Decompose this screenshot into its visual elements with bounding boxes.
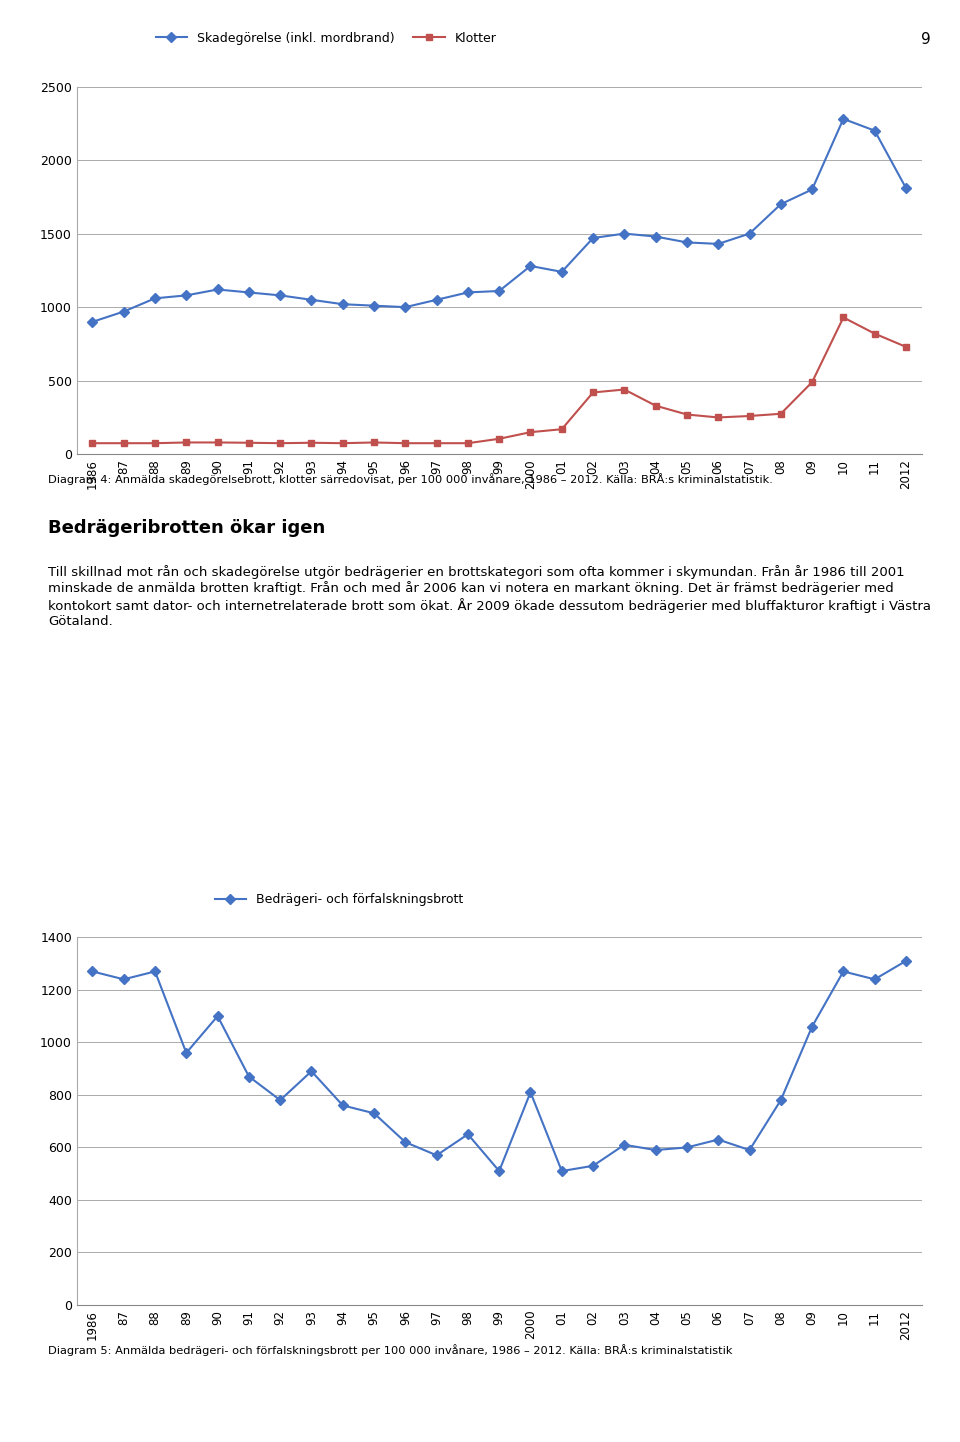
Text: 9: 9 [922,32,931,46]
Legend: Skadegörelse (inkl. mordbrand), Klotter: Skadegörelse (inkl. mordbrand), Klotter [151,26,501,49]
Text: Till skillnad mot rån och skadegörelse utgör bedrägerier en brottskategori som o: Till skillnad mot rån och skadegörelse u… [48,565,931,627]
Text: Diagram 5: Anmälda bedrägeri- och förfalskningsbrott per 100 000 invånare, 1986 : Diagram 5: Anmälda bedrägeri- och förfal… [48,1344,732,1355]
Legend: Bedrägeri- och förfalskningsbrott: Bedrägeri- och förfalskningsbrott [210,888,468,911]
Text: Bedrägeribrotten ökar igen: Bedrägeribrotten ökar igen [48,519,325,536]
Text: Diagram 4: Anmälda skadegörelsebrott, klotter särredovisat, per 100 000 invånare: Diagram 4: Anmälda skadegörelsebrott, kl… [48,473,773,485]
